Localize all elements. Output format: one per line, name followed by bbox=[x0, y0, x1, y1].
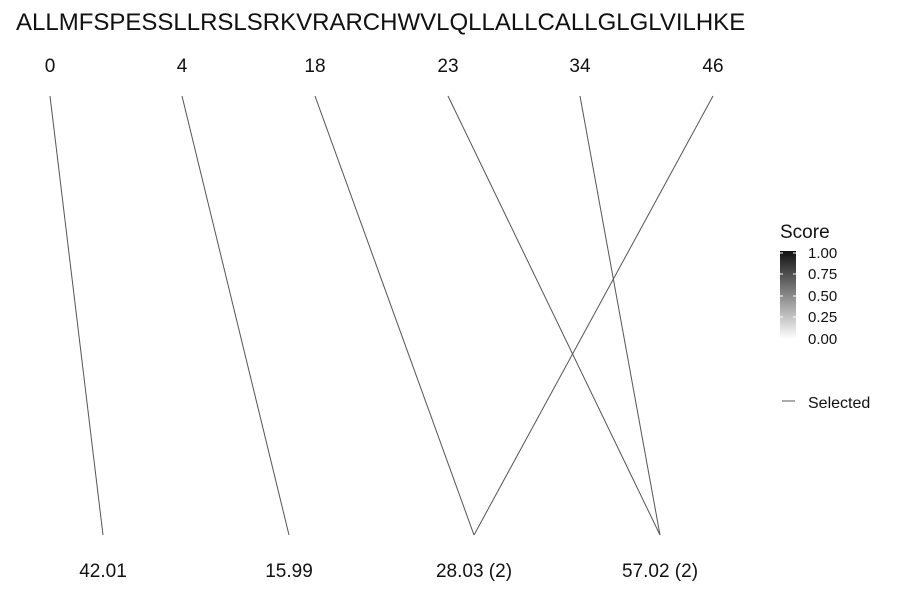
bottom-value-labels: 42.01 15.99 28.03 (2) 57.02 (2) bbox=[79, 561, 698, 582]
top-position-label: 18 bbox=[304, 56, 325, 77]
bottom-value-label: 57.02 (2) bbox=[622, 561, 698, 582]
legend-tick-label: 0.75 bbox=[808, 266, 837, 283]
top-position-label: 4 bbox=[177, 56, 188, 77]
top-position-label: 34 bbox=[569, 56, 591, 77]
legend-title: Score bbox=[780, 222, 830, 243]
mapping-line bbox=[579, 95, 661, 536]
top-position-label: 0 bbox=[45, 56, 56, 77]
sequence-title: ALLMFSPESSLLRSLSRKVRARCHWVLQLLALLCALLGLG… bbox=[16, 9, 745, 36]
legend-tick-label: 1.00 bbox=[808, 245, 837, 262]
bottom-value-label: 28.03 (2) bbox=[436, 561, 512, 582]
top-position-labels: 0 4 18 23 34 46 bbox=[45, 56, 724, 77]
mapping-line bbox=[447, 95, 661, 536]
mapping-line bbox=[181, 95, 290, 536]
top-position-label: 23 bbox=[437, 56, 458, 77]
legend: Score 1.00 0.75 0.50 0.25 0.00 Selected bbox=[780, 222, 870, 412]
mapping-line bbox=[473, 95, 714, 536]
legend-tick-label: 0.50 bbox=[808, 288, 837, 305]
mapping-line bbox=[314, 95, 475, 536]
legend-gradient-bar bbox=[780, 251, 796, 339]
mapping-line bbox=[49, 95, 104, 536]
legend-tick-label: 0.25 bbox=[808, 309, 837, 326]
legend-ticks: 1.00 0.75 0.50 0.25 0.00 bbox=[780, 245, 837, 348]
legend-tick-label: 0.00 bbox=[808, 331, 837, 348]
bottom-value-label: 42.01 bbox=[79, 561, 127, 582]
top-position-label: 46 bbox=[702, 56, 723, 77]
legend-selected-label: Selected bbox=[808, 395, 870, 412]
bottom-value-label: 15.99 bbox=[265, 561, 313, 582]
mapping-lines bbox=[49, 95, 714, 536]
